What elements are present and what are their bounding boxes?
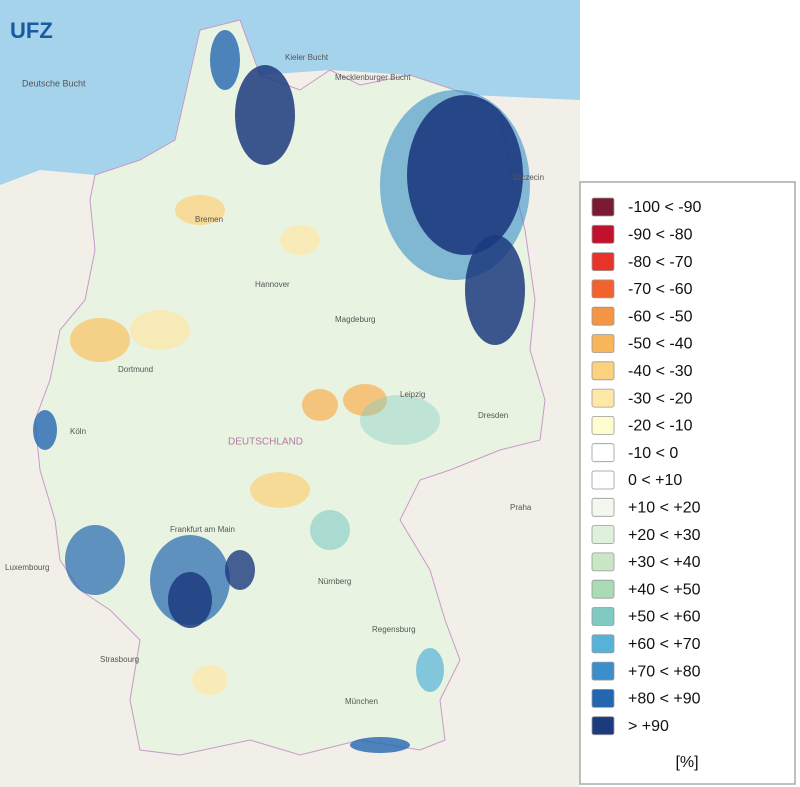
map-label: Köln [70, 427, 86, 436]
legend-label: -10 < 0 [628, 445, 678, 462]
legend-label: -50 < -40 [628, 336, 693, 353]
legend-swatch [591, 470, 615, 490]
legend-swatch [591, 525, 615, 544]
map-label: Bremen [195, 215, 223, 224]
map-label: DEUTSCHLAND [228, 437, 303, 448]
legend-label: -20 < -10 [628, 418, 693, 435]
map-label: Luxembourg [5, 563, 49, 572]
legend-swatch [591, 634, 615, 654]
map-label: Magdeburg [335, 315, 375, 324]
legend-label: +30 < +40 [628, 554, 701, 571]
legend-box [579, 181, 796, 785]
wet-patches [33, 30, 530, 753]
legend-unit: [%] [675, 754, 698, 771]
legend-swatch [591, 552, 615, 572]
map-text: Deutsche Bucht Kieler Bucht Mecklenburge… [5, 53, 544, 706]
legend-swatch [591, 443, 615, 463]
legend-swatch [591, 306, 615, 326]
legend-label: +60 < +70 [628, 636, 701, 653]
legend-swatch [591, 279, 615, 299]
legend-label: +50 < +60 [628, 609, 701, 626]
map-label: Praha [510, 503, 532, 512]
map-label: Dortmund [118, 365, 153, 374]
map-label: Mecklenburger Bucht [335, 73, 411, 82]
map-label: Leipzig [400, 390, 425, 399]
legend-swatch [591, 607, 615, 626]
legend-label: -40 < -30 [628, 363, 693, 380]
legend-swatch [591, 716, 615, 736]
legend-swatch [591, 361, 615, 381]
map-label: Deutsche Bucht [22, 78, 86, 88]
drought-patches [70, 195, 387, 695]
map-label: Dresden [478, 411, 508, 420]
map-label: Regensburg [372, 625, 416, 634]
legend-swatch [591, 415, 615, 435]
legend-swatch [591, 224, 615, 244]
map-label: Hannover [255, 280, 290, 289]
legend-swatch [591, 579, 615, 599]
map-label: Nürnberg [318, 577, 351, 586]
legend-swatch [591, 197, 615, 217]
sea [0, 0, 580, 185]
legend-label: +40 < +50 [628, 581, 701, 598]
map-label: Frankfurt am Main [170, 525, 235, 534]
legend-label: +20 < +30 [628, 527, 701, 544]
map-label: München [345, 697, 378, 706]
legend-swatch [591, 252, 615, 272]
legend-swatch [591, 661, 615, 681]
legend-label: +80 < +90 [628, 691, 701, 708]
map-label: Kieler Bucht [285, 53, 329, 62]
legend-label: -70 < -60 [628, 281, 693, 298]
legend-label: 0 < +10 [628, 472, 682, 489]
map-label: Strasbourg [100, 655, 139, 664]
legend-label: -80 < -70 [628, 254, 693, 271]
legend-label: -60 < -50 [628, 308, 693, 325]
legend-swatch [591, 388, 615, 408]
legend-label: > +90 [628, 718, 669, 735]
legend-label: +10 < +20 [628, 500, 701, 517]
legend-swatch [591, 334, 615, 353]
legend-label: +70 < +80 [628, 663, 701, 680]
logo: UFZ [10, 18, 53, 43]
map-label: Szczecin [512, 173, 544, 182]
legend-label: -100 < -90 [628, 199, 701, 216]
legend-swatch [591, 689, 615, 708]
legend-label: -30 < -20 [628, 390, 693, 407]
legend-label: -90 < -80 [628, 227, 693, 244]
legend-swatch [591, 497, 615, 517]
